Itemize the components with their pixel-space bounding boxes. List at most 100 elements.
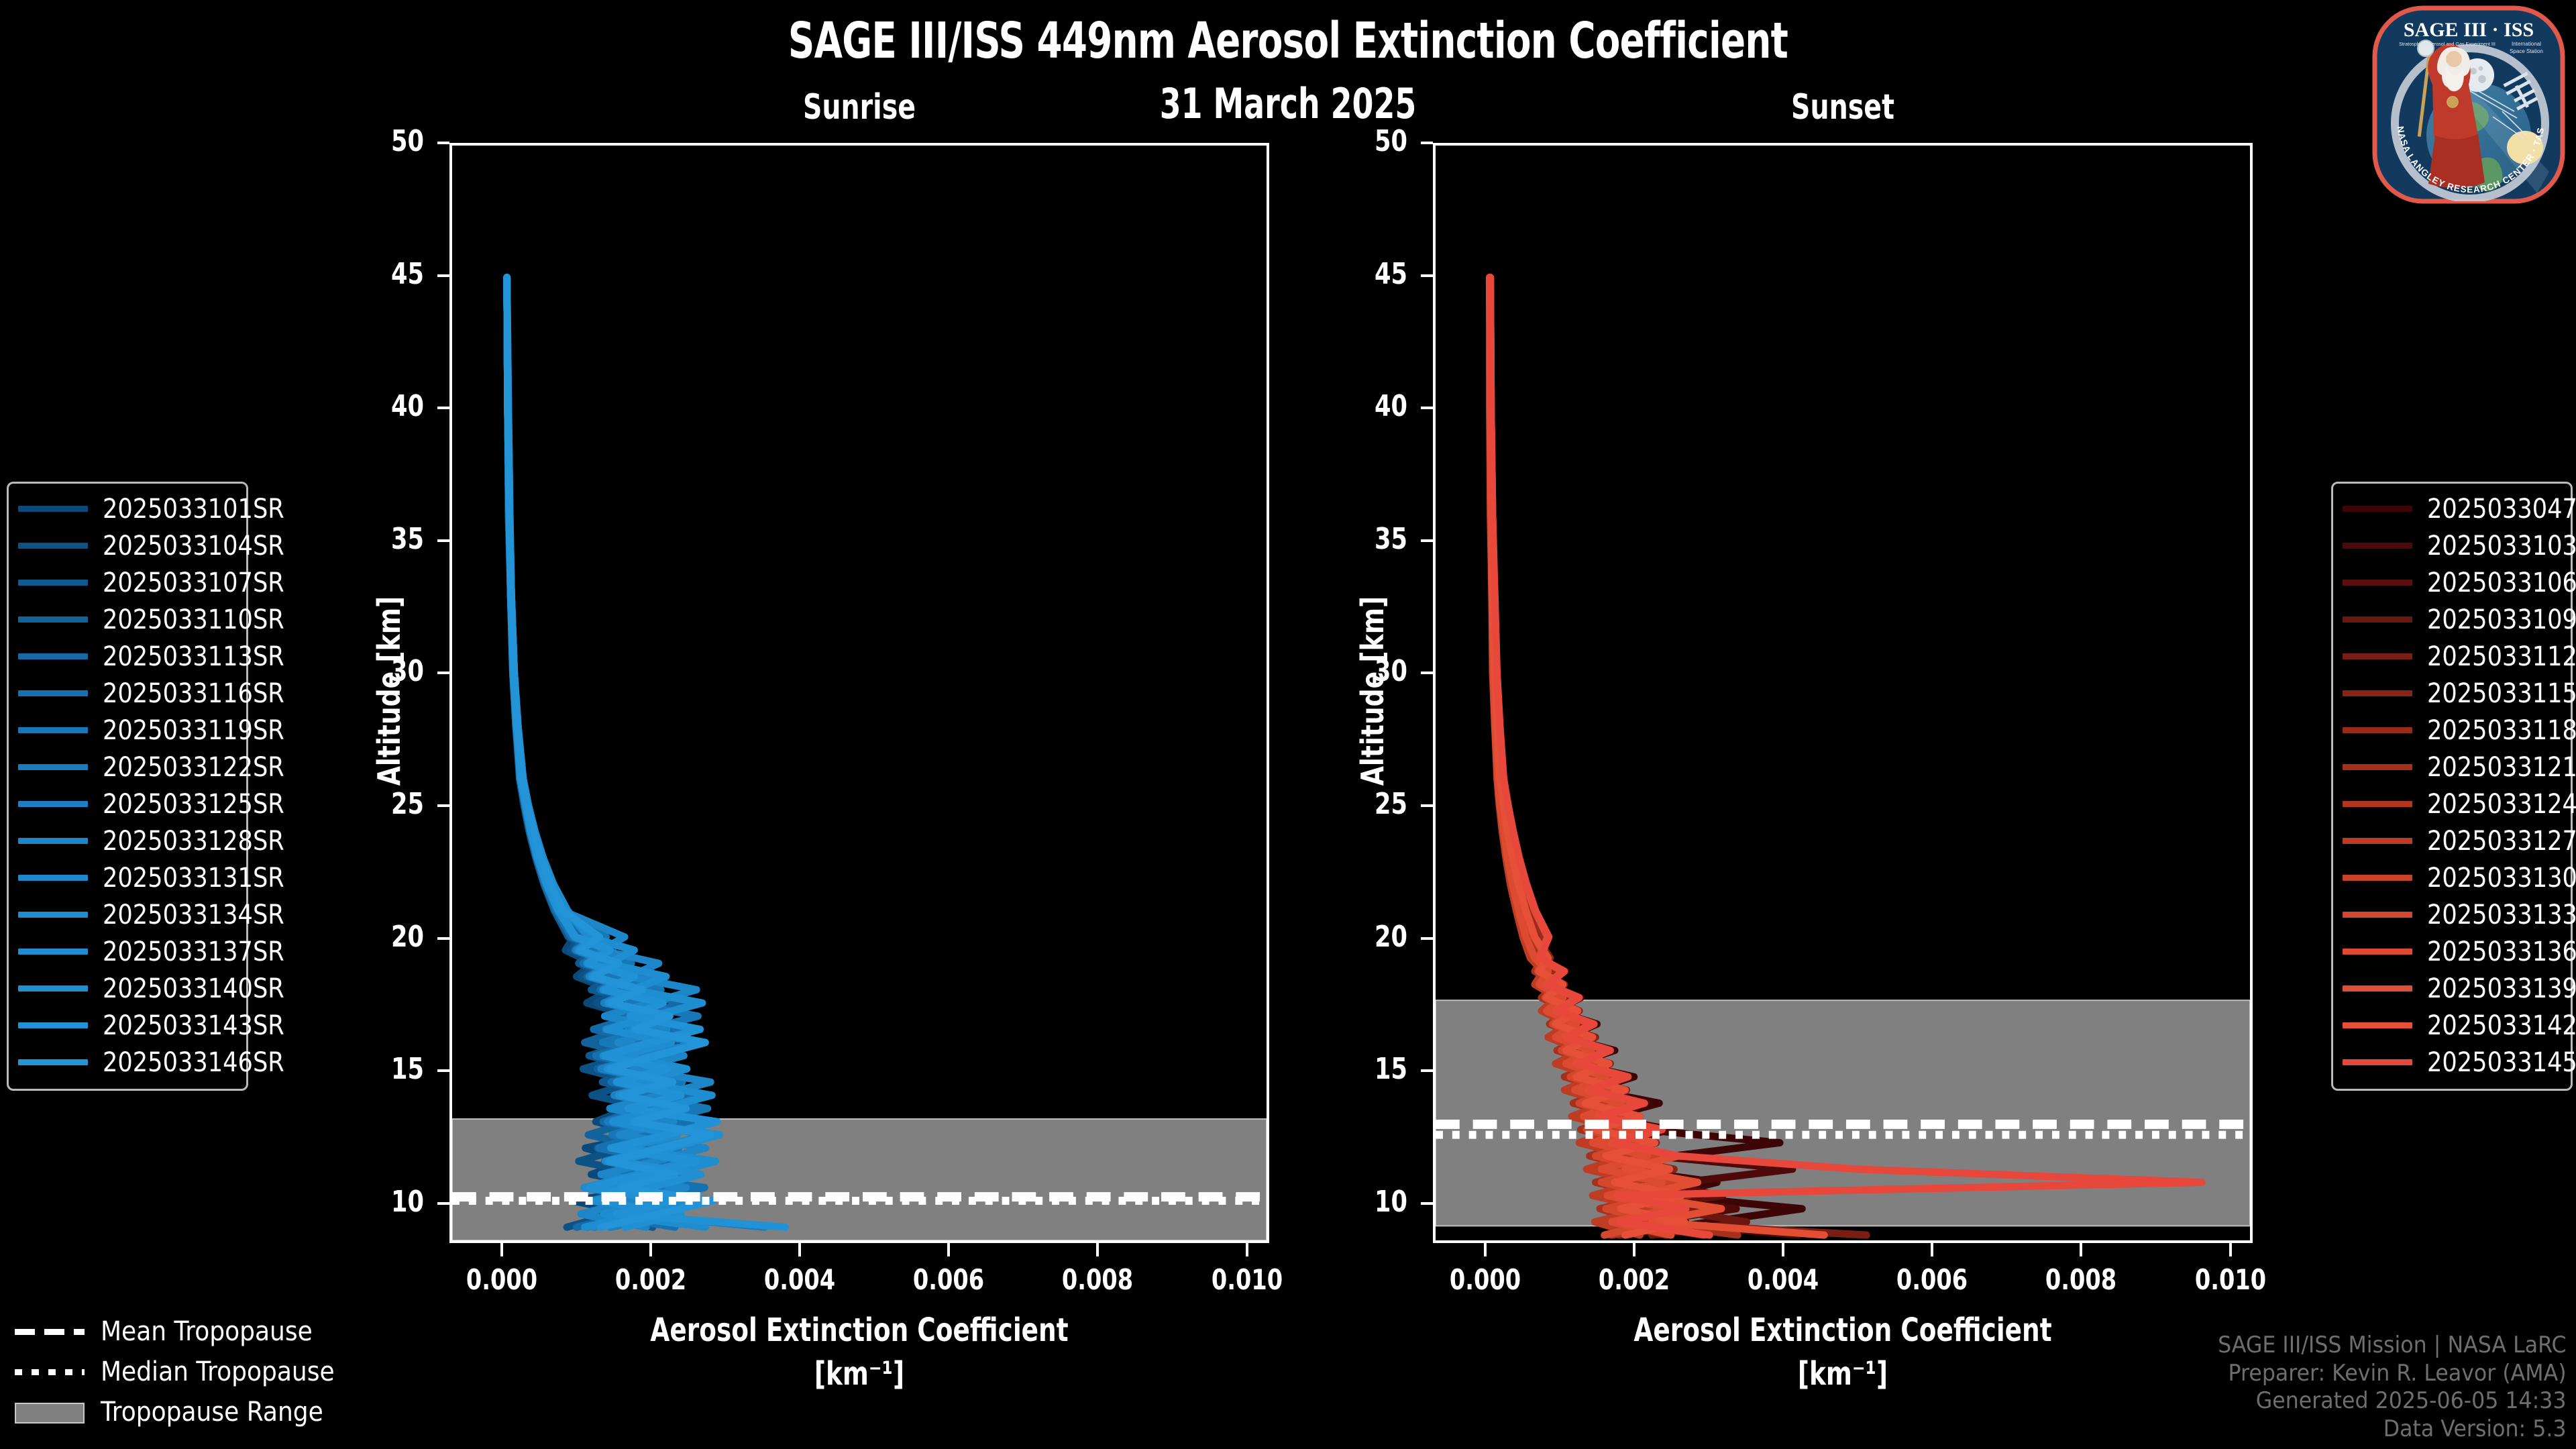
legend-color-swatch xyxy=(2343,543,2412,549)
legend-item[interactable]: 2025033107SR xyxy=(18,564,284,601)
legend-item[interactable]: 2025033109SS xyxy=(2343,601,2576,638)
sunrise-plot-area[interactable] xyxy=(449,143,1269,1243)
y-tick-label-right: 45 xyxy=(1375,256,1407,291)
legend-color-swatch xyxy=(18,727,88,733)
legend-item[interactable]: 2025033142SS xyxy=(2343,1007,2576,1044)
legend-item[interactable]: 2025033110SR xyxy=(18,601,284,638)
legend-item-label: 2025033146SR xyxy=(103,1046,284,1078)
dashed-line-icon xyxy=(15,1324,85,1339)
legend-item-label: 2025033139SS xyxy=(2427,973,2576,1004)
x-tick-mark-right xyxy=(2229,1243,2232,1256)
legend-item[interactable]: 2025033145SS xyxy=(2343,1044,2576,1081)
tropopause-legend-item[interactable]: Tropopause Range xyxy=(15,1392,377,1432)
credits-block: SAGE III/ISS Mission | NASA LaRC Prepare… xyxy=(2218,1331,2567,1443)
legend-item[interactable]: 2025033128SR xyxy=(18,822,284,859)
legend-color-swatch xyxy=(2343,506,2412,512)
legend-color-swatch xyxy=(2343,690,2412,696)
x-tick-label-right: 0.006 xyxy=(1896,1263,1968,1296)
tropopause-legend[interactable]: Mean Tropopause Median Tropopause Tropopau… xyxy=(15,1311,377,1432)
sunset-series-legend[interactable]: 2025033047SS 2025033103SS 2025033106SS 2025… xyxy=(2331,482,2576,1091)
sunset-profile-svg xyxy=(1436,274,2250,1239)
legend-item-label: 2025033125SR xyxy=(103,788,284,820)
y-axis-label-sunset: Altitude [km] xyxy=(1354,596,1391,786)
y-tick-mark-left xyxy=(437,804,449,807)
tropopause-legend-label: Mean Tropopause xyxy=(101,1316,313,1347)
y-tick-label-right: 35 xyxy=(1375,521,1407,556)
sunset-plot-area[interactable] xyxy=(1433,143,2253,1243)
legend-color-swatch xyxy=(2343,580,2412,586)
legend-item[interactable]: 2025033137SR xyxy=(18,933,284,970)
x-tick-mark-right xyxy=(1931,1243,1934,1256)
x-tick-label-left: 0.006 xyxy=(913,1263,985,1296)
legend-item[interactable]: 2025033143SR xyxy=(18,1007,284,1044)
legend-color-swatch xyxy=(2343,1059,2412,1065)
x-axis-label-sunset-line2: [km⁻¹] xyxy=(1797,1355,1888,1393)
legend-item[interactable]: 2025033140SR xyxy=(18,970,284,1007)
legend-item[interactable]: 2025033131SR xyxy=(18,859,284,896)
legend-color-swatch xyxy=(2343,838,2412,844)
legend-item-label: 2025033133SS xyxy=(2427,899,2576,930)
y-tick-label-right: 40 xyxy=(1375,389,1407,424)
tropopause-legend-item[interactable]: Median Tropopause xyxy=(15,1352,377,1392)
legend-color-swatch xyxy=(18,838,88,844)
legend-item[interactable]: 2025033106SS xyxy=(2343,564,2576,601)
y-tick-mark-right xyxy=(1421,1201,1433,1205)
legend-item-label: 2025033103SS xyxy=(2427,530,2576,561)
legend-item-label: 2025033127SS xyxy=(2427,825,2576,857)
legend-color-swatch xyxy=(18,985,88,991)
legend-item-label: 2025033131SR xyxy=(103,862,284,894)
legend-item[interactable]: 2025033124SS xyxy=(2343,786,2576,822)
legend-color-swatch xyxy=(18,1059,88,1065)
tropopause-legend-item[interactable]: Mean Tropopause xyxy=(15,1311,377,1352)
legend-item[interactable]: 2025033101SR xyxy=(18,490,284,527)
sunrise-profile-svg xyxy=(452,274,1267,1240)
legend-color-swatch xyxy=(18,875,88,881)
y-tick-mark-right xyxy=(1421,539,1433,542)
legend-color-swatch xyxy=(18,506,88,512)
legend-item[interactable]: 2025033125SR xyxy=(18,786,284,822)
legend-item[interactable]: 2025033103SS xyxy=(2343,527,2576,564)
y-tick-mark-right xyxy=(1421,407,1433,410)
legend-item[interactable]: 2025033118SS xyxy=(2343,712,2576,749)
legend-item-label: 2025033130SS xyxy=(2427,862,2576,894)
legend-color-swatch xyxy=(2343,985,2412,991)
legend-item[interactable]: 2025033047SS xyxy=(2343,490,2576,527)
legend-item[interactable]: 2025033122SR xyxy=(18,749,284,786)
x-axis-label-sunrise-line1: Aerosol Extinction Coefficient xyxy=(650,1311,1069,1349)
legend-item-label: 2025033124SS xyxy=(2427,788,2576,820)
legend-color-swatch xyxy=(18,543,88,549)
legend-item[interactable]: 2025033113SR xyxy=(18,638,284,675)
x-tick-mark-left xyxy=(500,1243,503,1256)
legend-item[interactable]: 2025033127SS xyxy=(2343,822,2576,859)
legend-item[interactable]: 2025033116SR xyxy=(18,675,284,712)
y-tick-label-left: 40 xyxy=(391,389,424,424)
legend-item[interactable]: 2025033134SR xyxy=(18,896,284,933)
legend-item[interactable]: 2025033136SS xyxy=(2343,933,2576,970)
legend-item[interactable]: 2025033130SS xyxy=(2343,859,2576,896)
legend-color-swatch xyxy=(2343,727,2412,733)
legend-color-swatch xyxy=(2343,912,2412,918)
legend-item-label: 2025033145SS xyxy=(2427,1046,2576,1078)
x-tick-label-right: 0.010 xyxy=(2194,1263,2266,1296)
y-tick-label-right: 25 xyxy=(1375,786,1407,821)
patch-subtitle-right-1: International xyxy=(2512,41,2541,47)
y-tick-label-left: 30 xyxy=(391,654,424,689)
legend-item[interactable]: 2025033121SS xyxy=(2343,749,2576,786)
legend-item-label: 2025033136SS xyxy=(2427,936,2576,967)
x-tick-label-right: 0.004 xyxy=(1747,1263,1819,1296)
legend-item-label: 2025033128SR xyxy=(103,825,284,857)
legend-item[interactable]: 2025033146SR xyxy=(18,1044,284,1081)
legend-item[interactable]: 2025033133SS xyxy=(2343,896,2576,933)
legend-item[interactable]: 2025033115SS xyxy=(2343,675,2576,712)
legend-item[interactable]: 2025033104SR xyxy=(18,527,284,564)
y-tick-mark-right xyxy=(1421,274,1433,277)
legend-item[interactable]: 2025033119SR xyxy=(18,712,284,749)
patch-subtitle-left: Stratospheric Aerosol and Gas Experiment… xyxy=(2399,41,2496,47)
legend-item[interactable]: 2025033139SS xyxy=(2343,970,2576,1007)
legend-item[interactable]: 2025033112SS xyxy=(2343,638,2576,675)
legend-item-label: 2025033116SR xyxy=(103,678,284,709)
y-tick-mark-left xyxy=(437,936,449,940)
legend-color-swatch xyxy=(2343,616,2412,623)
legend-color-swatch xyxy=(18,690,88,696)
sunrise-series-legend[interactable]: 2025033101SR 2025033104SR 2025033107SR 2025… xyxy=(7,482,284,1091)
